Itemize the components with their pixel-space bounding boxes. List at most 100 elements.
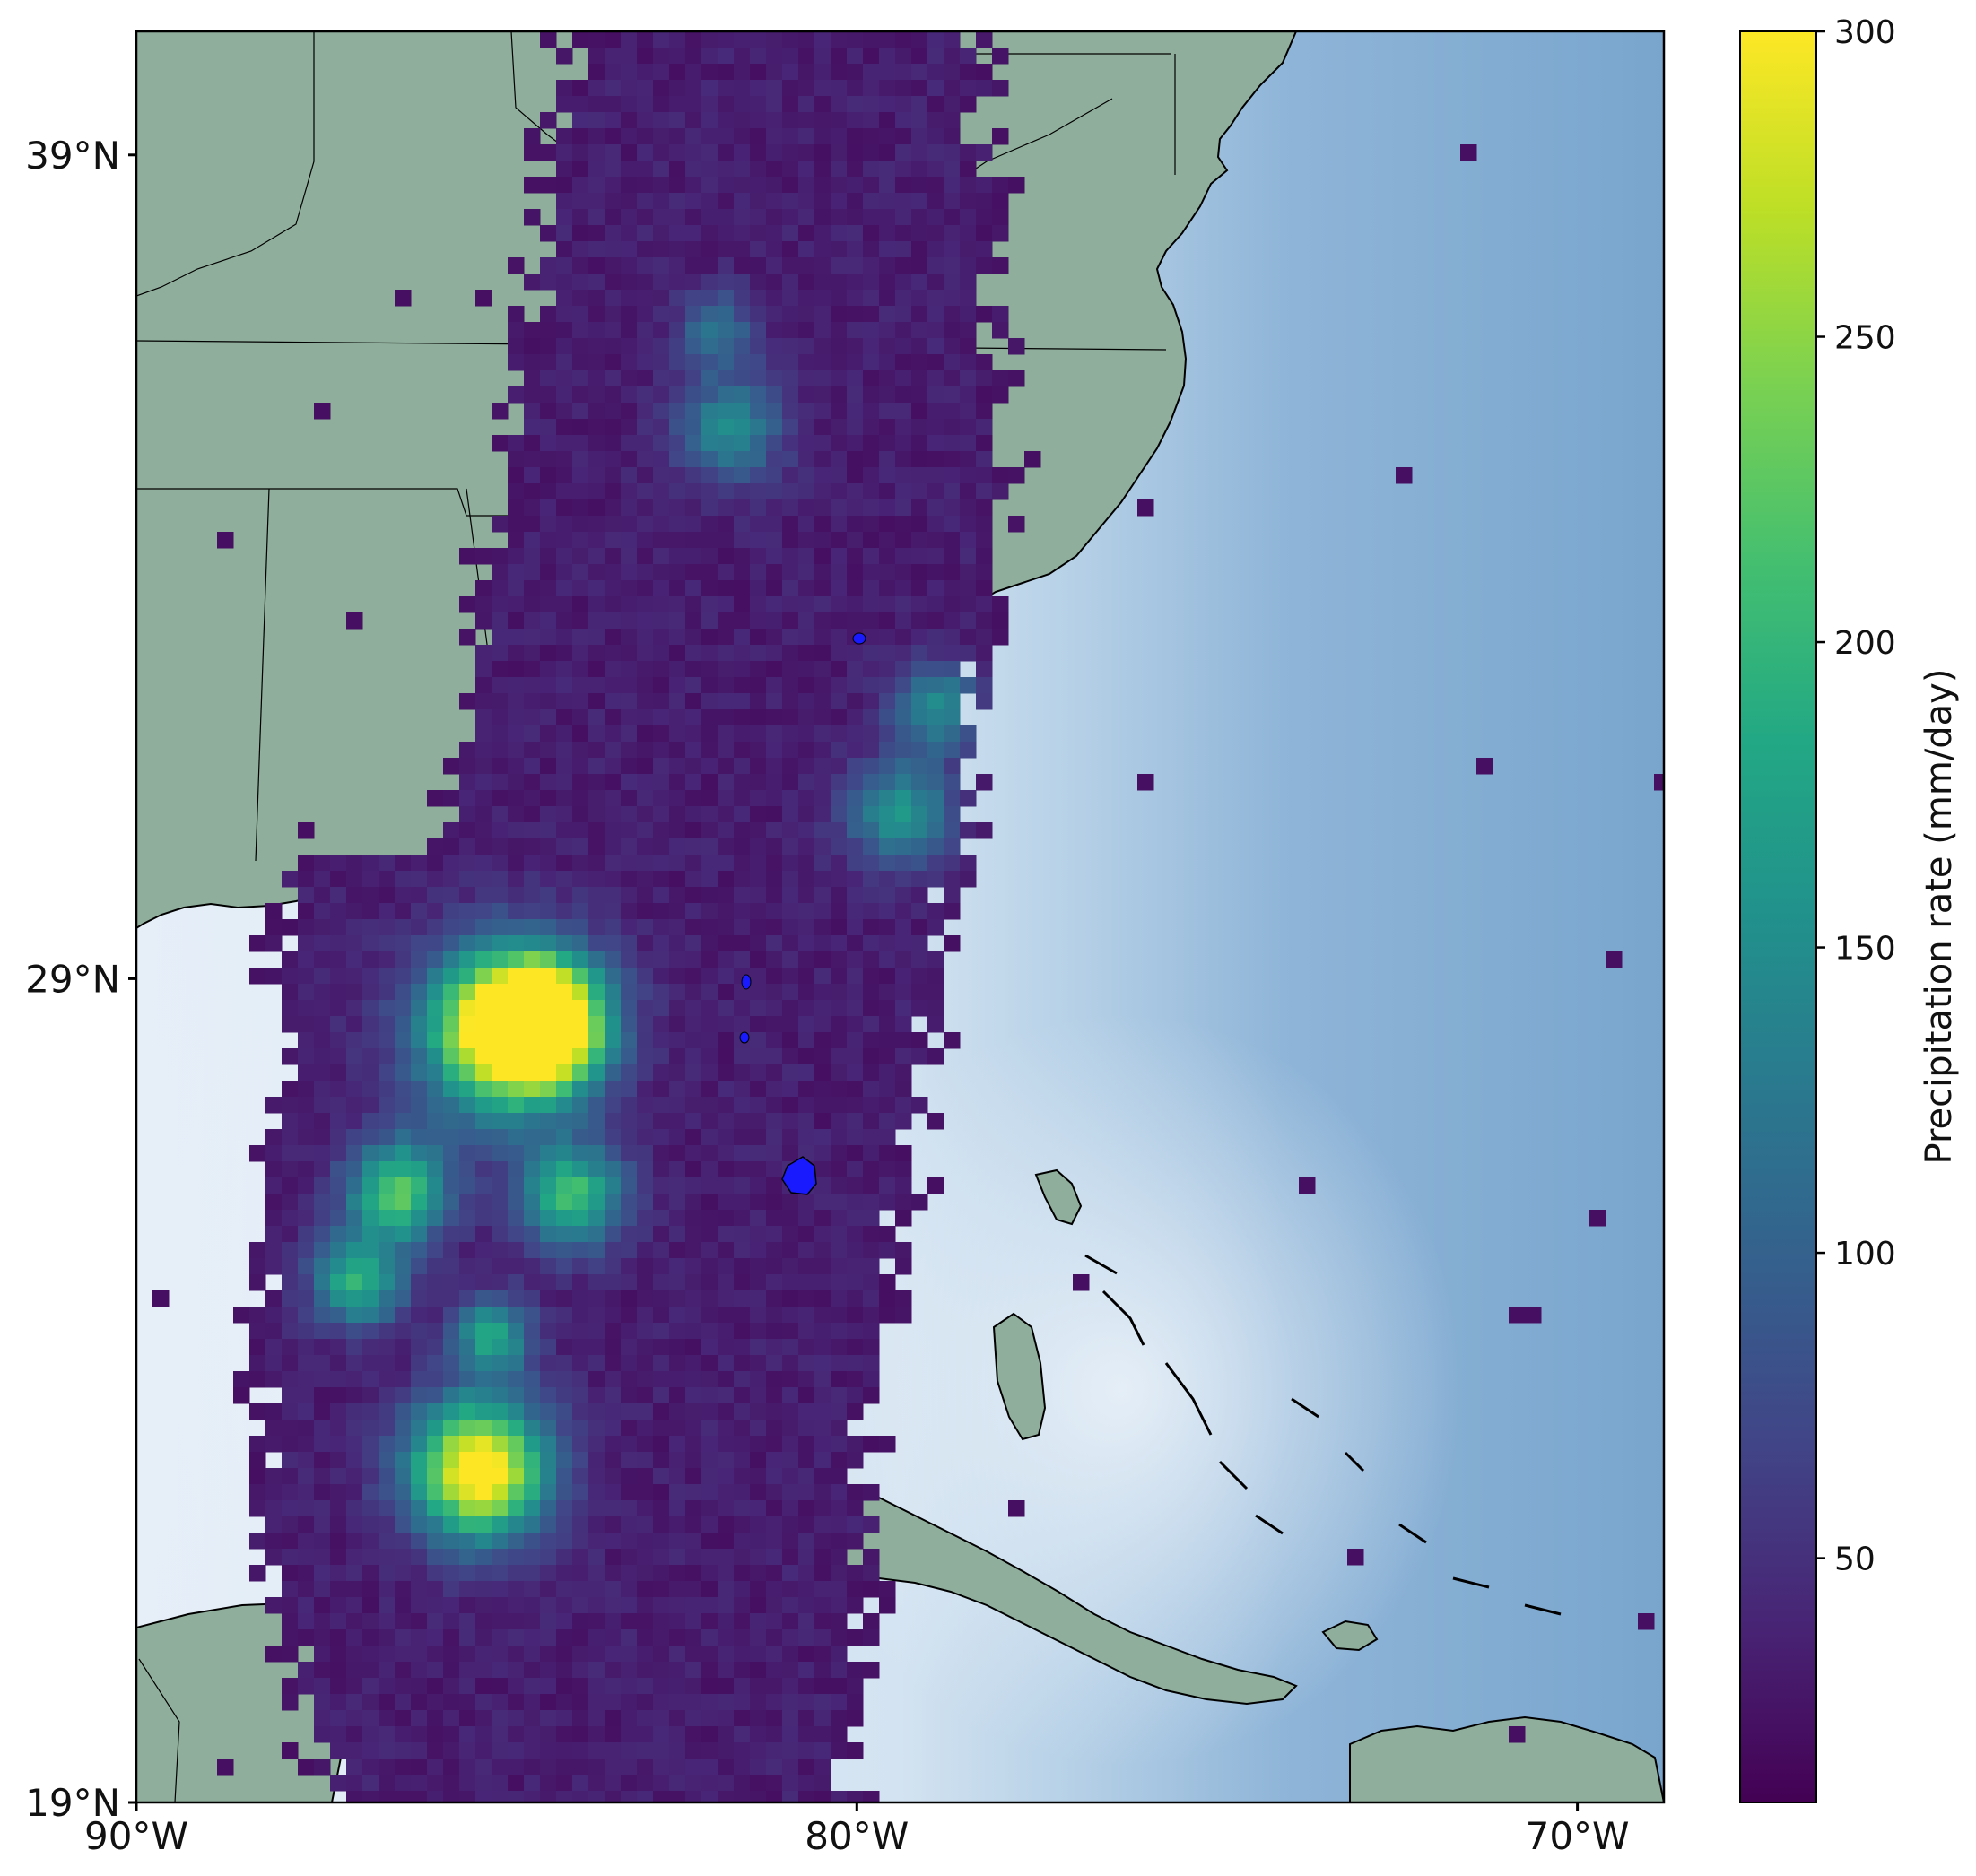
precip-cell — [314, 1710, 331, 1727]
precip-cell — [669, 1274, 686, 1291]
precip-cell — [524, 1742, 541, 1759]
precip-cell — [605, 1678, 622, 1695]
precip-cell — [895, 887, 912, 904]
precip-cell — [701, 612, 718, 630]
precip-cell — [847, 1629, 864, 1646]
precip-cell — [685, 1194, 702, 1211]
precip-cell — [249, 1307, 266, 1324]
precip-cell — [847, 80, 864, 97]
precip-cell — [588, 677, 605, 694]
precip-cell — [863, 1081, 880, 1098]
precip-cell — [895, 1113, 912, 1130]
precip-cell — [475, 661, 492, 678]
precip-cell — [605, 1613, 622, 1630]
precip-cell — [847, 48, 864, 65]
precip-cell — [879, 1226, 896, 1243]
precip-cell — [831, 1210, 848, 1227]
precip-cell — [540, 1016, 557, 1033]
precip-cell — [895, 580, 912, 597]
precip-cell — [298, 1533, 315, 1550]
precip-cell — [540, 1403, 557, 1420]
precip-cell — [572, 596, 589, 613]
precip-cell — [508, 806, 525, 823]
precip-cell — [572, 612, 589, 630]
precip-cell — [669, 742, 686, 759]
precip-cell — [492, 1791, 509, 1802]
precip-cell — [540, 1694, 557, 1711]
precip-cell — [734, 1323, 751, 1340]
precip-cell — [524, 1387, 541, 1404]
precip-cell — [814, 742, 831, 759]
precip-cell — [782, 1791, 799, 1802]
precip-cell — [427, 951, 444, 968]
precip-cell — [282, 1323, 299, 1340]
precip-cell — [556, 1323, 573, 1340]
precip-cell — [653, 1097, 670, 1114]
precip-cell — [831, 1194, 848, 1211]
precip-cell — [411, 1726, 428, 1743]
precip-cell — [831, 661, 848, 678]
precip-cell — [669, 1742, 686, 1759]
precip-cell — [685, 370, 702, 387]
precip-cell — [685, 758, 702, 775]
precip-cell — [766, 580, 783, 597]
precip-cell — [282, 1500, 299, 1517]
precip-cell — [831, 645, 848, 662]
precip-cell — [605, 209, 622, 226]
precip-cell — [572, 1129, 589, 1146]
precip-cell — [782, 128, 799, 145]
precip-cell — [960, 467, 977, 484]
precip-cell — [734, 1000, 751, 1017]
precip-cell — [298, 1339, 315, 1356]
precip-cell — [750, 1742, 767, 1759]
precip-cell — [734, 209, 751, 226]
precip-cell — [556, 1258, 573, 1275]
precip-cell — [621, 1290, 638, 1307]
precip-cell — [556, 1791, 573, 1802]
precip-cell — [588, 1371, 605, 1388]
precip-cell — [701, 1226, 718, 1243]
precip-cell — [911, 968, 928, 985]
precip-cell — [492, 1048, 509, 1065]
precip-cell — [508, 774, 525, 791]
precip-cell — [782, 1500, 799, 1517]
precip-cell — [750, 64, 767, 81]
precip-cell — [782, 1646, 799, 1663]
precip-cell — [395, 1355, 412, 1372]
precip-cell — [701, 661, 718, 678]
precip-cell — [282, 1355, 299, 1372]
precip-cell — [944, 451, 961, 468]
precip-cell — [653, 693, 670, 710]
precip-cell — [927, 596, 944, 613]
precip-cell — [750, 887, 767, 904]
precip-cell — [879, 499, 896, 517]
precip-cell — [653, 1759, 670, 1776]
precip-cell — [653, 1339, 670, 1356]
precip-cell — [556, 1048, 573, 1065]
precip-cell — [960, 612, 977, 630]
precip-cell — [798, 580, 815, 597]
precip-cell — [895, 31, 912, 48]
precip-cell — [766, 1726, 783, 1743]
precip-cell — [879, 64, 896, 81]
precip-cell — [621, 241, 638, 258]
precip-cell — [976, 629, 993, 646]
precip-cell — [621, 951, 638, 968]
precip-cell — [379, 887, 396, 904]
precip-cell — [798, 1403, 815, 1420]
precip-cell — [508, 338, 525, 355]
precip-cell — [798, 661, 815, 678]
precip-cell — [685, 1064, 702, 1081]
precip-cell — [556, 1403, 573, 1420]
precip-cell — [685, 48, 702, 65]
precip-cell — [831, 1371, 848, 1388]
precip-cell — [459, 1194, 476, 1211]
precip-cell — [750, 855, 767, 872]
precip-cell — [540, 1194, 557, 1211]
precip-cell — [379, 1097, 396, 1114]
precip-cell — [976, 693, 993, 710]
precip-cell — [362, 1452, 379, 1469]
precip-cell — [782, 1581, 799, 1598]
precip-cell — [524, 370, 541, 387]
precip-cell — [588, 80, 605, 97]
